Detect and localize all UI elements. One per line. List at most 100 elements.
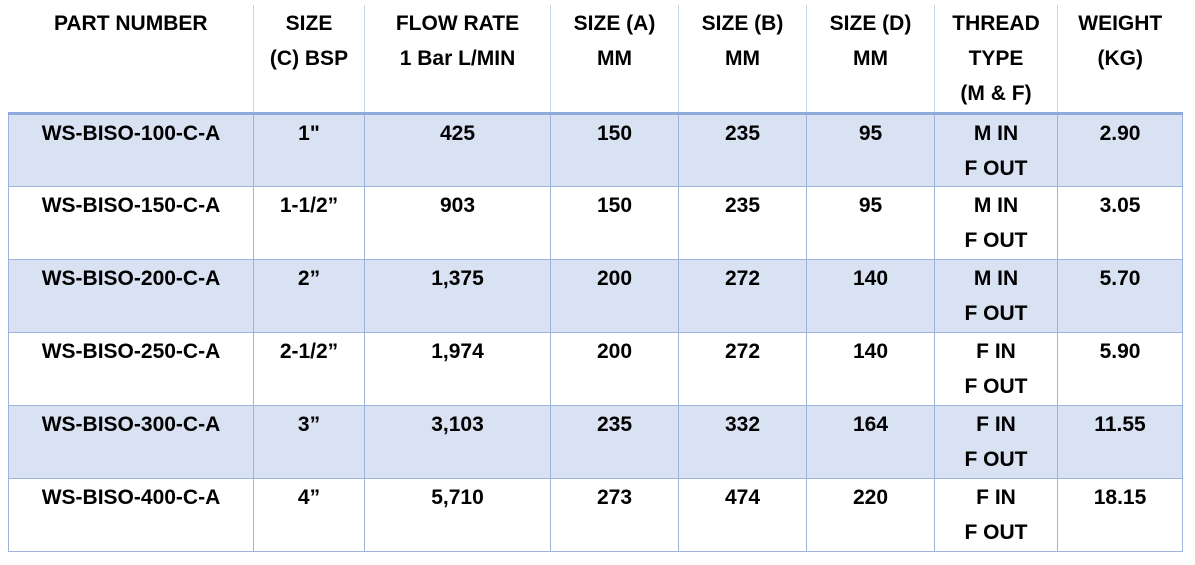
cell-line: 220 (852, 486, 889, 509)
table-cell: 2.90 (1057, 113, 1183, 187)
cell-line: M IN (973, 267, 1019, 290)
cell-line: MM (725, 47, 760, 70)
table-cell: WS-BISO-400-C-A (8, 478, 254, 552)
cell-line: 3” (297, 413, 321, 436)
cell-line: FLOW RATE (395, 12, 520, 35)
cell-line: 2” (297, 267, 321, 290)
cell-line: 95 (858, 194, 883, 217)
cell-line: 272 (724, 340, 761, 363)
cell-line: MM (853, 47, 888, 70)
table-cell: 220 (806, 478, 935, 552)
cell-line: 474 (724, 486, 761, 509)
table-cell: M IN F OUT (934, 113, 1058, 187)
header-cell: PART NUMBER (8, 5, 254, 114)
table-cell: 273 (550, 478, 679, 552)
cell-line: M IN (973, 122, 1019, 145)
cell-line: 2.90 (1099, 122, 1141, 145)
cell-line: F OUT (964, 157, 1028, 180)
table-cell: 18.15 (1057, 478, 1183, 552)
cell-line: WS-BISO-250-C-A (41, 340, 221, 363)
table-cell: WS-BISO-100-C-A (8, 113, 254, 187)
table-cell: F IN F OUT (934, 405, 1058, 479)
table-cell: 1" (253, 113, 365, 187)
cell-line: 164 (852, 413, 889, 436)
table-cell: M IN F OUT (934, 259, 1058, 333)
table-row: WS-BISO-300-C-A 3” 3,103 235 332 164 F IN F OUT… (8, 405, 1183, 479)
cell-line: 235 (596, 413, 633, 436)
cell-line: 235 (724, 194, 761, 217)
cell-line: 5.90 (1099, 340, 1141, 363)
cell-line: 11.55 (1094, 413, 1146, 436)
cell-line: 3.05 (1099, 194, 1141, 217)
table-cell: WS-BISO-300-C-A (8, 405, 254, 479)
table-cell: 1,974 (364, 332, 551, 406)
table-cell: 3” (253, 405, 365, 479)
header-row: PART NUMBER SIZE (C) BSP FLOW RATE 1 Bar L/M… (8, 5, 1183, 114)
table-cell: F IN F OUT (934, 478, 1058, 552)
table-cell: 95 (806, 113, 935, 187)
table-row: WS-BISO-100-C-A 1" 425 150 235 95 M IN F OUT 2.9… (8, 113, 1183, 187)
cell-line: 1-1/2” (279, 194, 339, 217)
cell-line: WS-BISO-150-C-A (41, 194, 221, 217)
cell-line: WS-BISO-100-C-A (41, 122, 221, 145)
cell-line: F IN (976, 486, 1016, 509)
table-cell: 140 (806, 332, 935, 406)
cell-line: (M & F) (960, 82, 1032, 105)
header-cell: THREAD TYPE (M & F) (934, 5, 1058, 114)
table-cell: 164 (806, 405, 935, 479)
cell-line: 272 (724, 267, 761, 290)
cell-line: 95 (858, 122, 883, 145)
table-cell: 272 (678, 259, 807, 333)
cell-line: 235 (724, 122, 761, 145)
cell-line: THREAD (952, 12, 1040, 35)
cell-line: F OUT (964, 521, 1028, 544)
table-cell: 140 (806, 259, 935, 333)
table-header: PART NUMBER SIZE (C) BSP FLOW RATE 1 Bar L/M… (8, 5, 1183, 114)
table-cell: WS-BISO-250-C-A (8, 332, 254, 406)
table-cell: 11.55 (1057, 405, 1183, 479)
cell-line: 150 (596, 122, 633, 145)
cell-line: 150 (596, 194, 633, 217)
table-cell: 3.05 (1057, 186, 1183, 260)
table-cell: 5.90 (1057, 332, 1183, 406)
cell-line: 1" (298, 122, 320, 145)
table-cell: 5,710 (364, 478, 551, 552)
cell-line: F OUT (964, 302, 1028, 325)
cell-line: 140 (852, 267, 889, 290)
cell-line: WS-BISO-200-C-A (41, 267, 221, 290)
cell-line: (KG) (1097, 47, 1144, 70)
cell-line: 5,710 (431, 486, 484, 509)
table-row: WS-BISO-400-C-A 4” 5,710 273 474 220 F IN F OUT… (8, 478, 1183, 552)
table-cell: 425 (364, 113, 551, 187)
cell-line: WEIGHT (1078, 12, 1163, 35)
cell-line: M IN (973, 194, 1019, 217)
cell-line: 425 (439, 122, 476, 145)
header-cell: WEIGHT (KG) (1057, 5, 1183, 114)
table-cell: 150 (550, 113, 679, 187)
table-cell: 5.70 (1057, 259, 1183, 333)
cell-line: F OUT (964, 448, 1028, 471)
header-cell: SIZE (B) MM (678, 5, 807, 114)
cell-line: 903 (439, 194, 476, 217)
cell-line: (C) BSP (269, 47, 349, 70)
cell-line: 332 (724, 413, 761, 436)
table-cell: 4” (253, 478, 365, 552)
cell-line: 3,103 (431, 413, 484, 436)
cell-line: 1,974 (431, 340, 484, 363)
table-row: WS-BISO-150-C-A 1-1/2” 903 150 235 95 M IN F OU… (8, 186, 1183, 260)
table-cell: 235 (550, 405, 679, 479)
cell-line: 2-1/2” (279, 340, 339, 363)
table-cell: 332 (678, 405, 807, 479)
cell-line: SIZE (D) (829, 12, 912, 35)
table-body: WS-BISO-100-C-A 1" 425 150 235 95 M IN F OUT 2.9… (8, 113, 1183, 552)
cell-line: 18.15 (1093, 486, 1147, 509)
header-cell: SIZE (C) BSP (253, 5, 365, 114)
table-cell: 903 (364, 186, 551, 260)
cell-line: SIZE (285, 12, 333, 35)
cell-line: F OUT (964, 375, 1028, 398)
table-cell: 150 (550, 186, 679, 260)
header-cell: SIZE (A) MM (550, 5, 679, 114)
cell-line: 1,375 (431, 267, 484, 290)
table-cell: 200 (550, 332, 679, 406)
